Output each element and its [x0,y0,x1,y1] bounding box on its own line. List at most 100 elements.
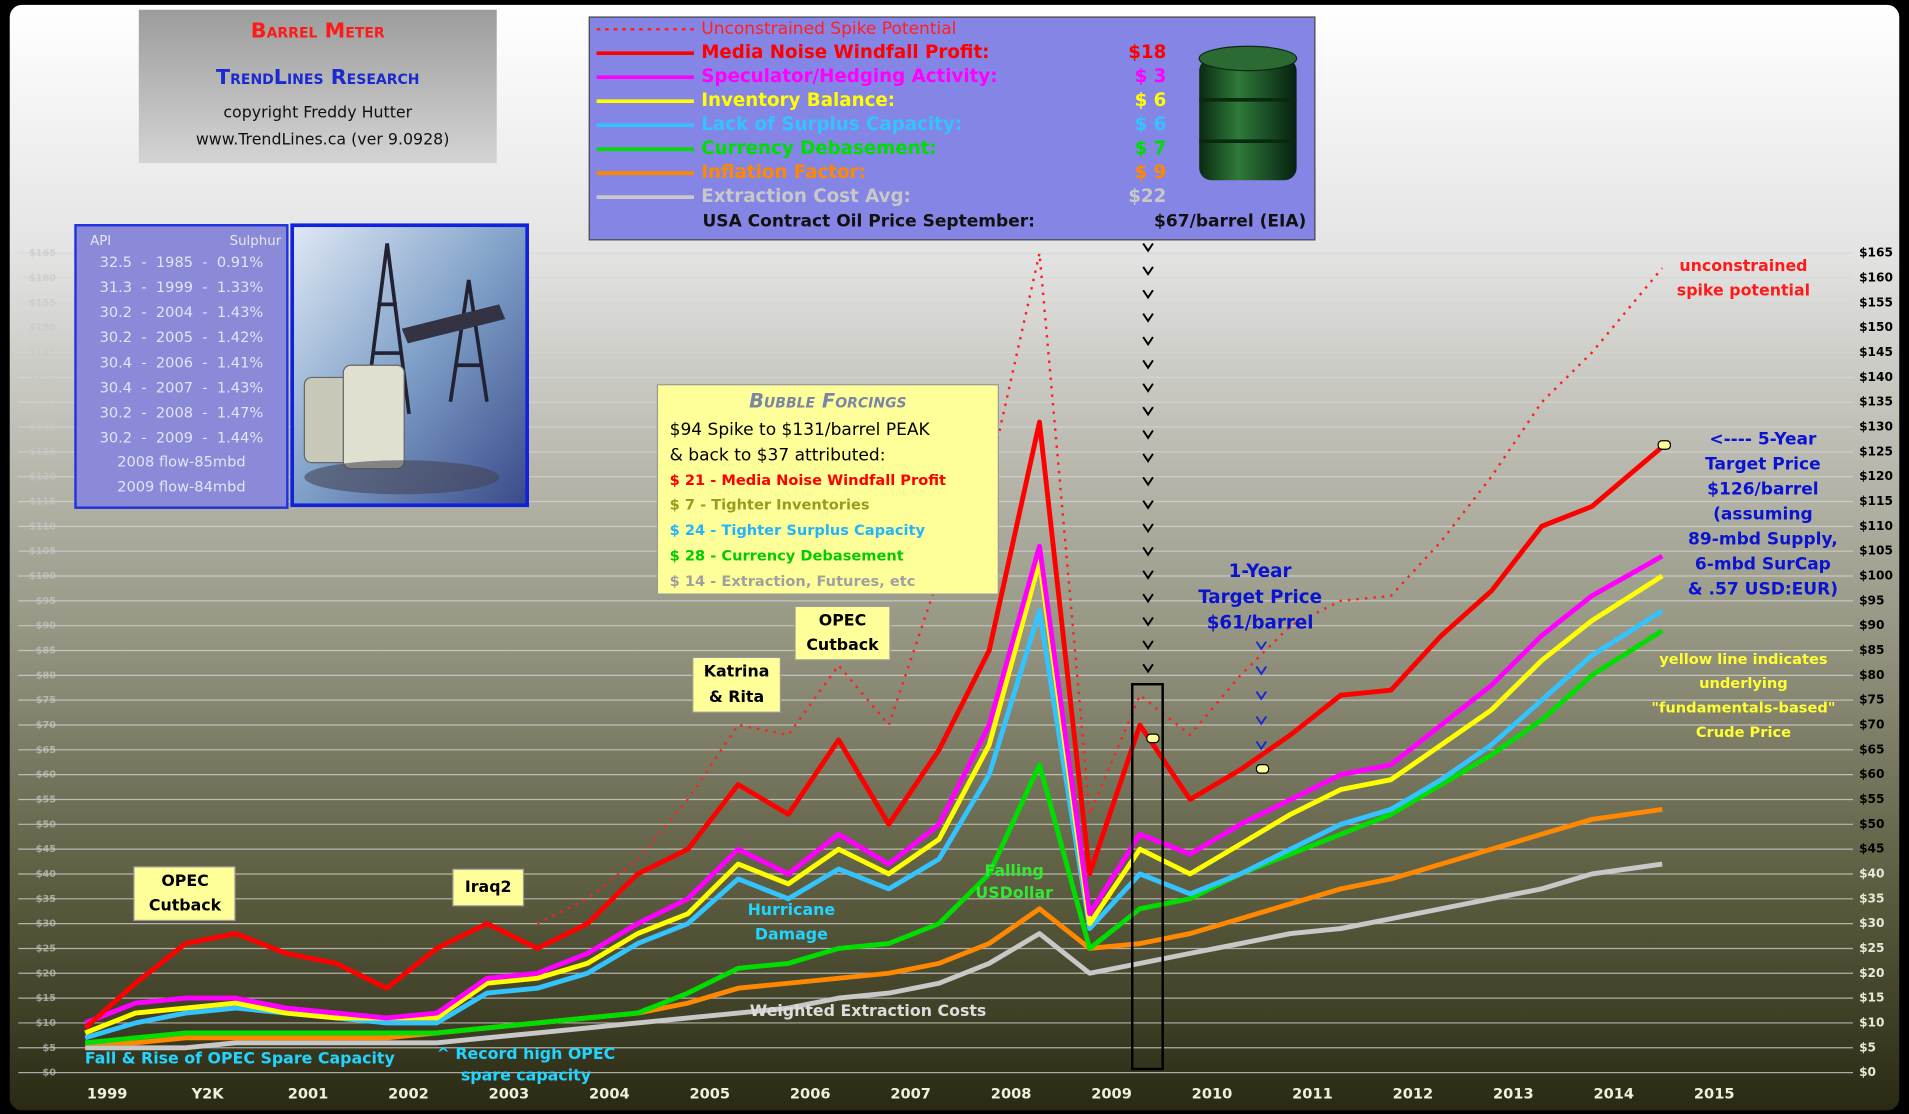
legend-value: $ 6 [1135,114,1167,135]
legend-value: $22 [1128,186,1166,207]
highlight-box [1131,683,1164,1071]
legend-value: $ 9 [1135,162,1167,183]
annotation: OPEC [161,871,208,890]
title: Barrel Meter [251,19,385,43]
y-tick-label: $155 [1859,295,1893,309]
legend-label: Inventory Balance: [701,90,895,111]
api-row: 30.2 - 2005 - 1.42% [100,329,264,346]
bubble-item: $ 28 - Currency Debasement [670,547,904,564]
y-tick-label: $60 [1859,767,1884,781]
derrick [363,243,411,415]
api-note: 2009 flow-84mbd [117,479,245,496]
y-tick-label-ghost: $55 [36,794,57,805]
y-tick-label-ghost: $145 [29,348,56,359]
chevron [1142,663,1154,674]
chevron [1142,453,1154,463]
api-row: 31.3 - 1999 - 1.33% [100,279,264,296]
ticks: $0 $5 $10 $15 $20 $25 $30 $35 $40 $45 $50 $55 $60 $65… [87,246,1893,1103]
annotation: ^ Record high OPEC [437,1044,616,1063]
legend-label: Extraction Cost Avg: [701,186,911,207]
bubble-item: $ 24 - Tighter Surplus Capacity [670,522,926,539]
y-tick-label-ghost: $50 [36,819,57,830]
marker [1657,440,1671,450]
legend-entries: Unconstrained Spike Potential Media Noise… [596,19,1167,207]
bubble-item: $ 7 - Tighter Inventories [670,496,870,513]
y-tick-label: $140 [1859,370,1893,384]
annotation: 6-mbd SurCap [1695,554,1831,574]
y-tick-label: $135 [1859,395,1893,409]
annotation: Target Price [1198,587,1322,608]
legend-label: Currency Debasement: [701,138,936,159]
annotation: & Rita [709,687,764,706]
marker [1146,733,1160,744]
annotation: Katrina [704,662,770,681]
annotation: underlying [1699,675,1788,692]
y-tick-label-ghost: $15 [36,993,57,1004]
chevron [1255,715,1267,726]
x-tick-label: 2001 [288,1086,329,1103]
x-tick-label: Y2K [191,1086,225,1103]
y-tick-label-ghost: $100 [29,571,56,582]
y-tick-label: $30 [1859,916,1884,930]
y-tick-label-ghost: $85 [36,646,57,657]
series-line [84,558,1664,1036]
puddle [304,460,500,495]
legend-label: Speculator/Hedging Activity: [701,66,997,87]
y-tick-label: $45 [1859,842,1884,856]
api-header: API [90,234,111,249]
bubble-box [656,384,999,595]
annotation-box [452,868,525,907]
y-tick-label: $150 [1859,320,1893,334]
credit: copyright Freddy Hutter [223,103,412,122]
y-tick-label-ghost: $40 [36,869,57,880]
y-tick-label: $130 [1859,420,1893,434]
y-tick-label: $0 [1859,1065,1876,1079]
y-tick-label-ghost: $60 [36,770,57,781]
annotation: $126/barrel [1707,479,1819,499]
series-line [85,861,1663,1051]
x-tick-label: 2014 [1593,1086,1634,1103]
y-tick-label-ghost: $35 [36,894,57,905]
y-tick-label-ghost: $120 [29,472,56,483]
annotation: yellow line indicates [1659,651,1827,668]
annotation: Hurricane [748,900,836,919]
api-row: 30.4 - 2006 - 1.41% [100,354,264,371]
chevron [1255,666,1267,676]
chevron [1142,500,1154,510]
y-tick-label: $95 [1859,593,1884,607]
x-tick-label: 2007 [890,1086,931,1103]
chevron [1142,616,1154,627]
chevron [1142,429,1154,440]
y-tick-label-ghost: $160 [29,273,56,284]
x-tick-label: 2012 [1393,1086,1434,1103]
bubble-title: Bubble Forcings [749,389,907,412]
annotation: $61/barrel [1207,612,1314,633]
chevron [1142,546,1154,557]
plot-area [83,252,1664,1051]
chevron [1142,570,1154,580]
annotation: Crude Price [1696,724,1791,741]
y-tick-label: $90 [1859,618,1884,632]
bubble-line: $94 Spike to $131/barrel PEAK [670,420,931,440]
chevron [1142,406,1154,417]
annotation-box [692,656,782,713]
y-tick-label-ghost: $110 [29,521,56,532]
y-tick-label: $70 [1859,717,1884,731]
y-tick-label-ghost: $20 [36,968,57,979]
annotation: 1-Year [1229,561,1292,582]
chevron [1142,523,1154,534]
api-row: 32.5 - 1985 - 0.91% [100,254,264,271]
y-tick-label-ghost: $75 [36,695,57,706]
y-tick-label-ghost: $135 [29,397,56,408]
y-tick-label: $80 [1859,668,1884,682]
annotation: Weighted Extraction Costs [750,1001,987,1020]
annotation: 89-mbd Supply, [1688,529,1838,549]
x-tick-label: 2015 [1694,1086,1735,1103]
y-tick-label-ghost: $155 [29,298,56,309]
x-tick-label: 2006 [790,1086,831,1103]
y-tick-label: $50 [1859,817,1884,831]
series-line [84,628,1664,1046]
x-tick-label: 2002 [388,1086,429,1103]
chevron [1142,383,1154,393]
y-tick-label-ghost: $65 [36,745,57,756]
